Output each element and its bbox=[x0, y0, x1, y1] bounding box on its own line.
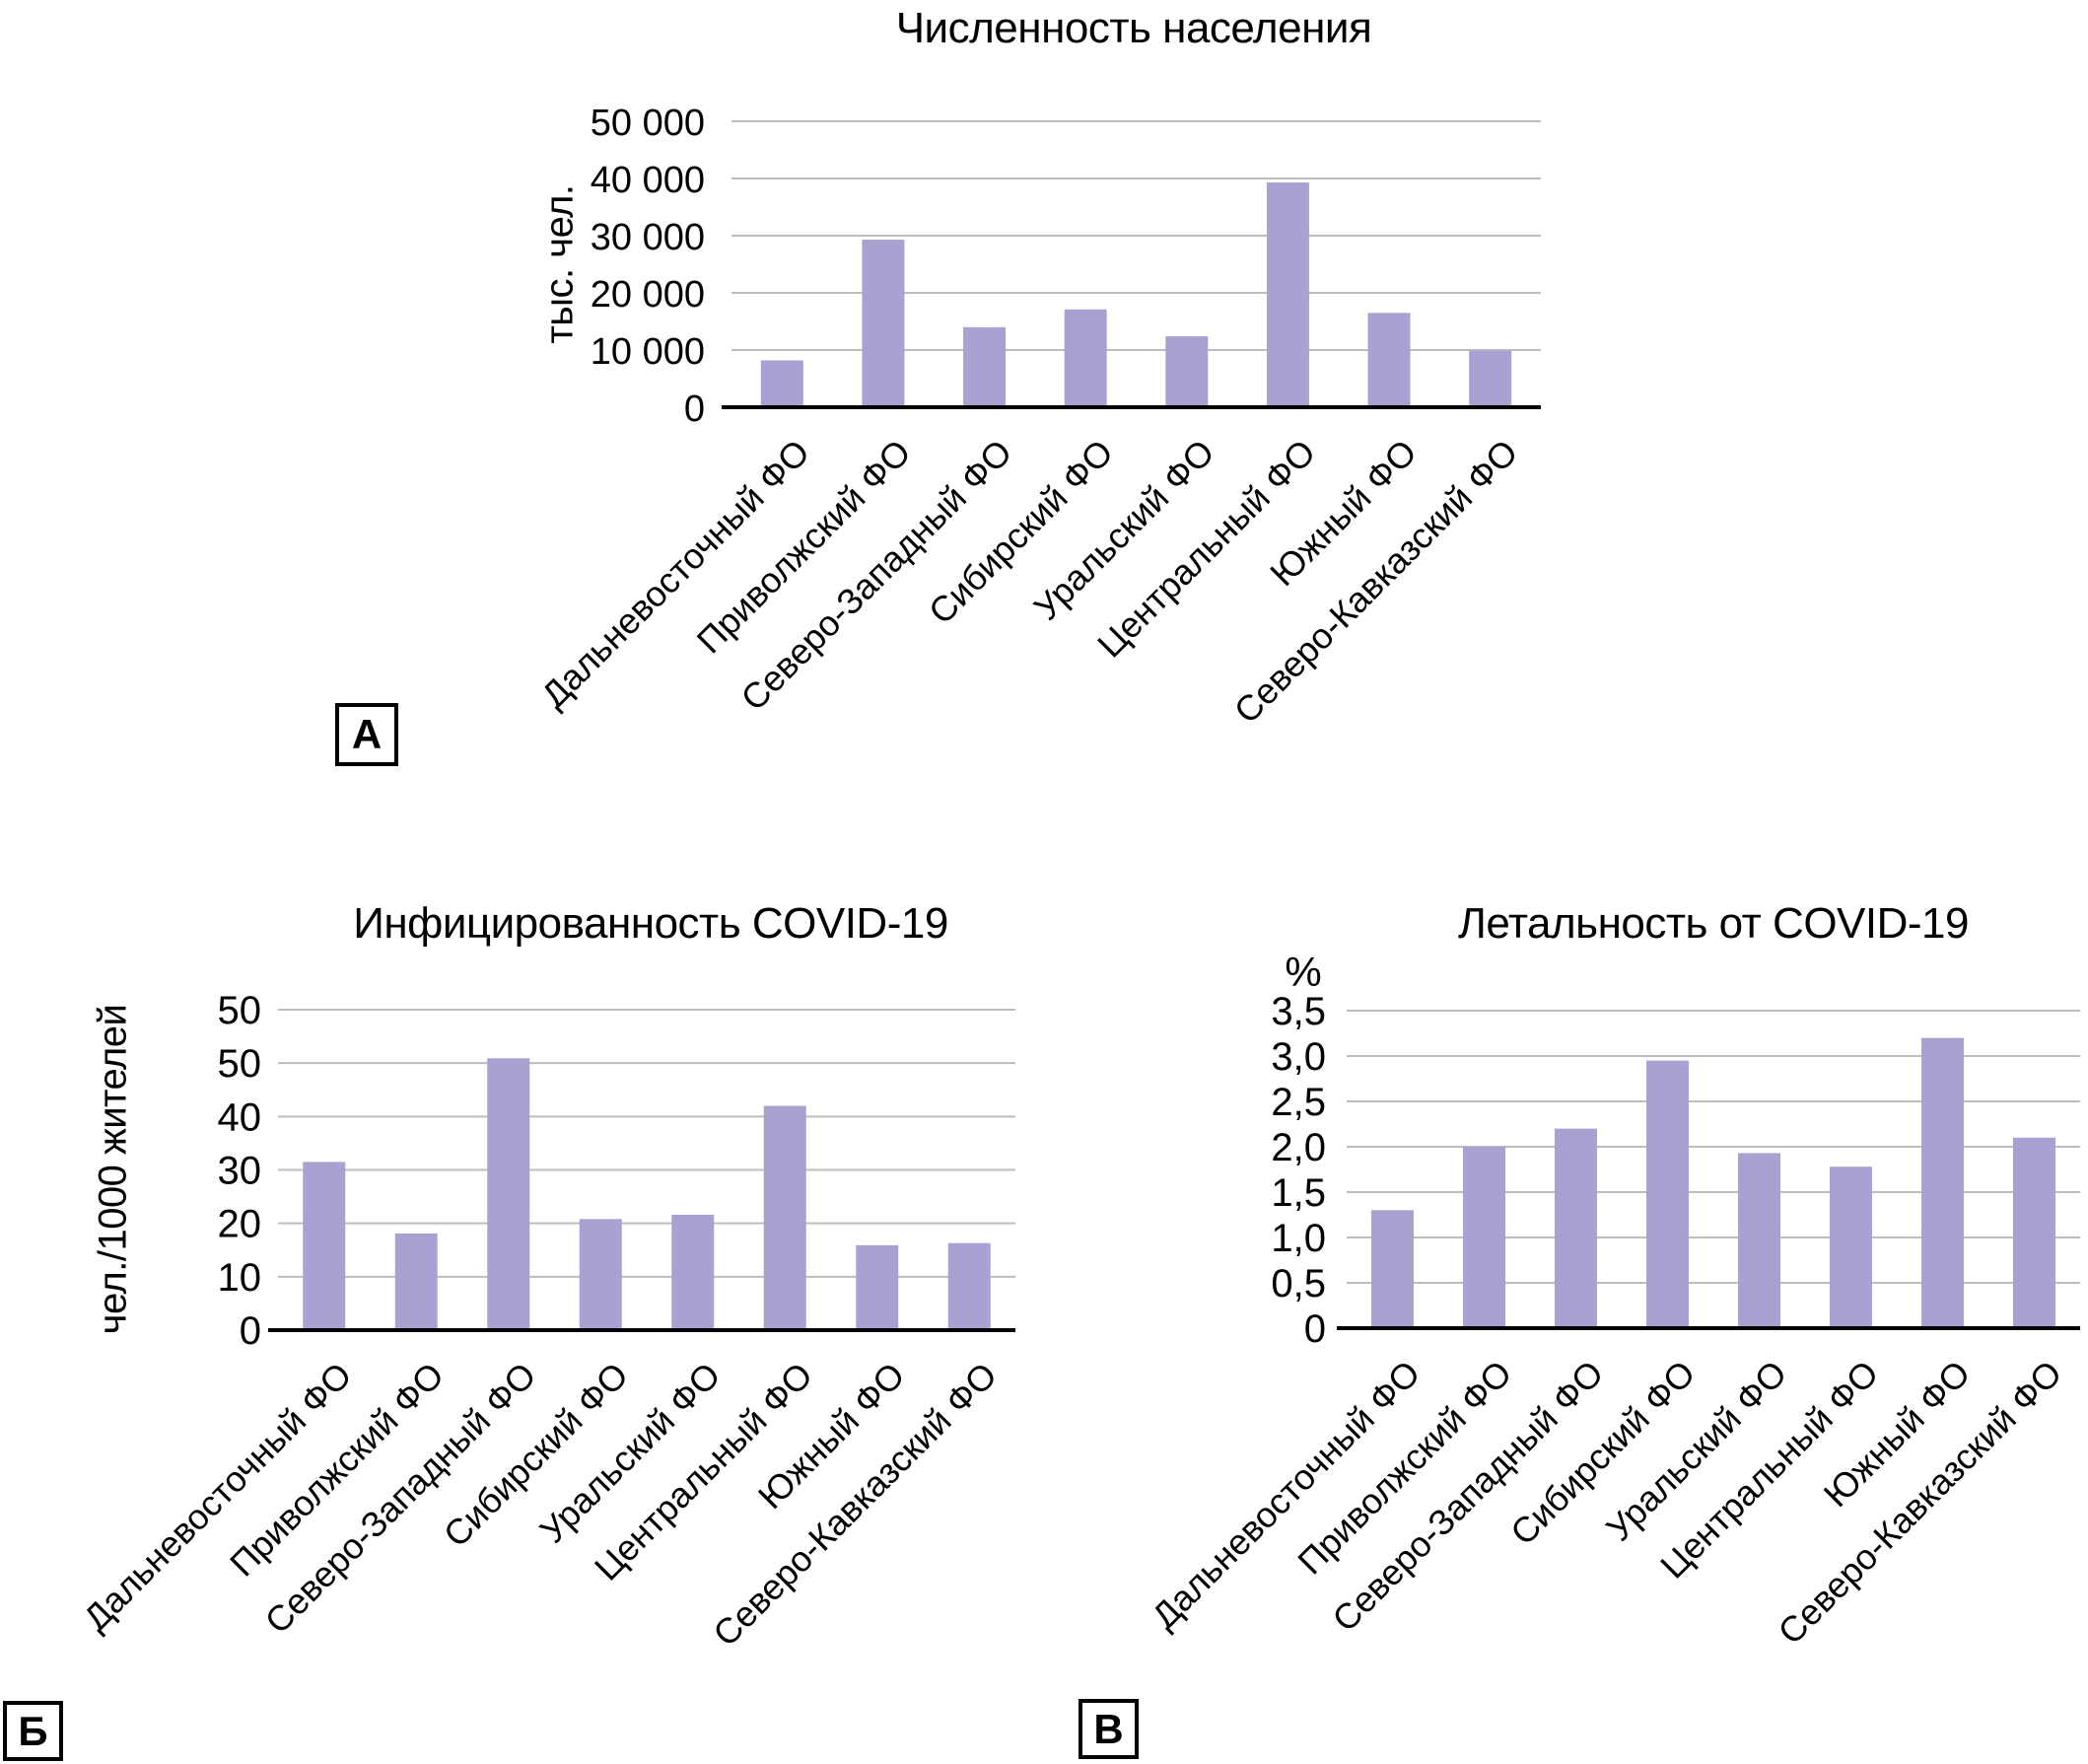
x-category-label: Сибирский ФО bbox=[921, 432, 1121, 632]
bar-6 bbox=[763, 1105, 806, 1330]
bar-8 bbox=[947, 1242, 991, 1330]
bar-6 bbox=[1266, 182, 1309, 407]
bar-2 bbox=[1463, 1147, 1505, 1328]
y-tick-label: 1,0 bbox=[1271, 1217, 1326, 1260]
y-tick-label: 0 bbox=[240, 1309, 261, 1353]
chart-a-title: Численность населения bbox=[895, 4, 1372, 52]
chart-v-y-axis-unit: % bbox=[1285, 949, 1322, 995]
bar-3 bbox=[963, 326, 1007, 407]
y-tick-label: 40 000 bbox=[591, 160, 705, 201]
y-tick-label: 0 bbox=[684, 388, 705, 430]
bar-2 bbox=[862, 240, 905, 407]
chart-b-title: Инфицированность COVID-19 bbox=[353, 899, 948, 948]
bar-8 bbox=[2013, 1137, 2055, 1328]
chart-b-y-axis-title: чел./1000 жителей bbox=[91, 1004, 135, 1335]
bar-4 bbox=[579, 1219, 622, 1330]
panel-label-v-box: В bbox=[1079, 1699, 1139, 1759]
bar-3 bbox=[487, 1058, 530, 1330]
y-tick-label: 50 bbox=[218, 1042, 262, 1086]
y-tick-label: 0 bbox=[1304, 1307, 1326, 1351]
bar-4 bbox=[1064, 309, 1107, 407]
panel-label-b-box: Б bbox=[3, 1701, 63, 1761]
y-tick-label: 20 000 bbox=[591, 274, 705, 316]
y-tick-label: 20 bbox=[218, 1203, 262, 1246]
y-tick-label: 0,5 bbox=[1271, 1262, 1326, 1305]
bar-2 bbox=[394, 1233, 438, 1330]
y-tick-label: 50 bbox=[218, 989, 262, 1032]
y-tick-label: 3,0 bbox=[1271, 1035, 1326, 1079]
bar-4 bbox=[1646, 1060, 1689, 1328]
chart-a-y-axis-title: тыс. чел. bbox=[537, 184, 582, 344]
y-tick-label: 50 000 bbox=[591, 103, 705, 144]
bar-1 bbox=[760, 360, 803, 407]
bar-7 bbox=[1367, 313, 1411, 407]
y-tick-label: 30 000 bbox=[591, 217, 705, 258]
bar-5 bbox=[671, 1215, 715, 1330]
y-tick-label: 30 bbox=[218, 1150, 262, 1193]
y-tick-label: 40 bbox=[218, 1095, 262, 1139]
bar-7 bbox=[1921, 1037, 1964, 1328]
y-tick-label: 1,5 bbox=[1271, 1171, 1326, 1215]
bar-8 bbox=[1469, 350, 1512, 407]
bar-3 bbox=[1555, 1128, 1597, 1328]
bar-1 bbox=[303, 1162, 346, 1330]
y-tick-label: 10 000 bbox=[591, 331, 705, 373]
bar-7 bbox=[856, 1244, 899, 1330]
bar-5 bbox=[1165, 336, 1209, 407]
y-tick-label: 2,5 bbox=[1271, 1081, 1326, 1124]
y-tick-label: 3,5 bbox=[1271, 990, 1326, 1033]
bar-6 bbox=[1830, 1166, 1872, 1328]
y-tick-label: 10 bbox=[218, 1256, 262, 1300]
y-tick-label: 2,0 bbox=[1271, 1126, 1326, 1169]
x-category-label: Уральский ФО bbox=[1025, 432, 1221, 628]
panel-label-a-box: А bbox=[335, 703, 398, 766]
chart-v-title: Летальность от COVID-19 bbox=[1457, 899, 1970, 948]
bar-5 bbox=[1738, 1153, 1780, 1328]
bar-1 bbox=[1371, 1210, 1414, 1328]
